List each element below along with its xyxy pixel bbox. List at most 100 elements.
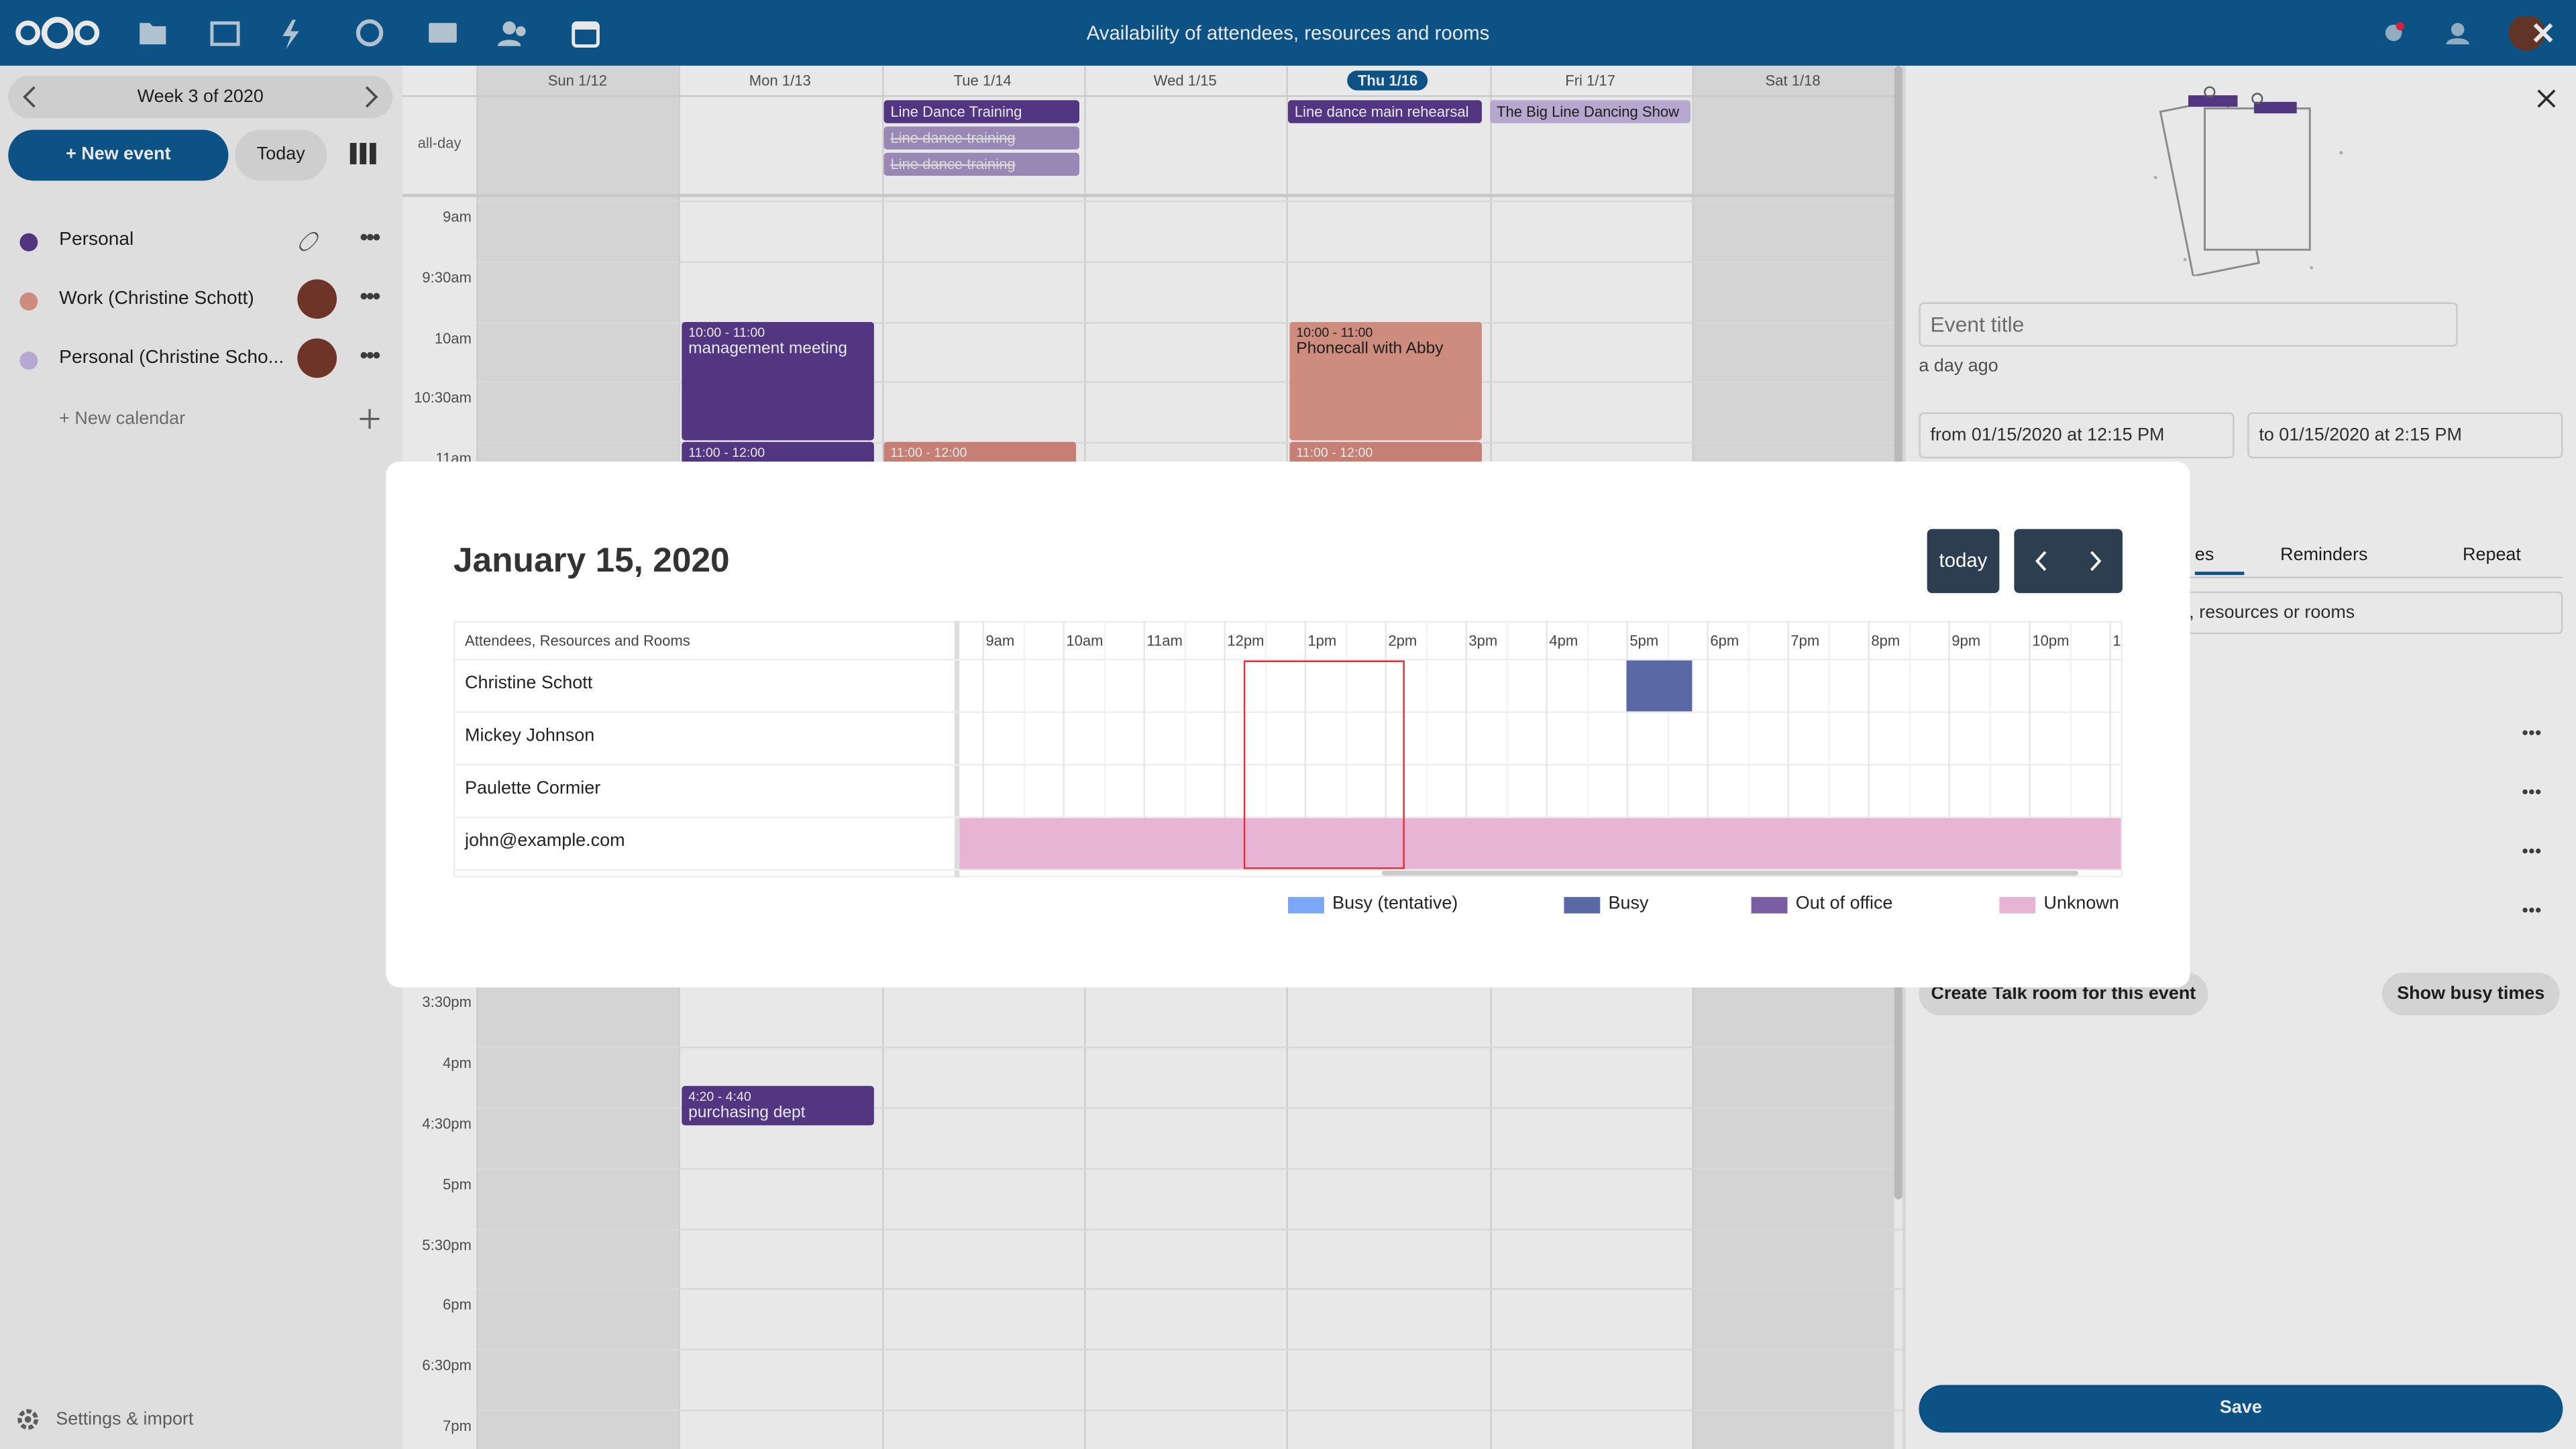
half-hour-line [1666,621,1668,869]
event[interactable]: 10:00 - 11:00 management meeting [682,322,874,441]
event-title: Phonecall with Abby [1296,339,1444,358]
day-label: Thu 1/16 [1348,70,1428,91]
all-day-event[interactable]: Line dance main rehearsal [1288,100,1482,123]
hour-label: 9pm [1951,632,1981,649]
day-label: Wed 1/15 [1153,72,1217,89]
to-input[interactable]: to 01/15/2020 at 2:15 PM [2247,412,2563,459]
half-hour-line [982,621,984,869]
all-day-event[interactable]: Line Dance Training [883,100,1079,123]
attendee-search[interactable]: s, resources or rooms [2168,591,2563,635]
logo[interactable] [13,13,105,56]
calendar-menu[interactable]: ••• [360,282,380,309]
time-line [476,1107,1902,1110]
row-line [453,711,2123,713]
half-hour-line [1264,621,1266,869]
time-label: 9:30am [422,269,472,286]
half-hour-line [2029,621,2031,869]
calendar-menu[interactable]: ••• [360,223,380,250]
half-hour-line [2069,621,2071,869]
event[interactable]: 10:00 - 11:00 Phonecall with Abby [1289,322,1482,441]
free-busy-modal: January 15, 2020 today Attendees, Resour… [386,462,2190,987]
hour-label: 9am [985,632,1015,649]
to-text: to 01/15/2020 at 2:15 PM [2259,425,2462,445]
event-time: 11:00 - 12:00 [890,445,967,460]
half-hour-line [1344,621,1346,869]
event-title-input[interactable]: Event title [1919,302,2458,347]
row-line [453,869,2123,871]
legend-label: Busy [1608,894,1649,914]
legend-label: Busy (tentative) [1332,894,1458,914]
attendee-menus[interactable] [2520,723,2543,920]
event-time: 10:00 - 11:00 [688,325,765,340]
hour-label: 12pm [1227,632,1265,649]
horizontal-scrollbar[interactable] [1381,870,2078,876]
header-actions[interactable] [2379,16,2576,56]
event[interactable]: 4:20 - 4:40 purchasing dept [682,1085,874,1126]
header-title: Availability of attendees, resources and… [1086,21,1490,45]
calendar-name[interactable]: Personal (Christine Scho... [59,348,284,368]
calendar-color[interactable] [19,233,38,252]
time-label: 10:30am [414,390,472,407]
row-line [453,816,2123,818]
new-event-button[interactable]: + New event [8,129,229,181]
day-header: Wed 1/15 [1084,72,1286,89]
hour-label: 4pm [1549,632,1578,649]
hour-label: 10am [1066,632,1104,649]
time-line [476,1349,1902,1351]
save-button[interactable]: Save [1919,1385,2563,1433]
calendar-name[interactable]: Personal [59,229,134,250]
all-day-event[interactable]: Line dance training [883,126,1079,150]
next-week[interactable] [363,85,379,108]
busy-block [1626,660,1693,712]
time-line [476,1288,1902,1291]
nav-arrows[interactable] [2014,529,2123,594]
half-hour-line [1747,621,1749,869]
calendar-color[interactable] [19,292,38,311]
legend-swatch [1564,897,1601,914]
half-hour-line [1505,621,1507,869]
day-header: Sun 1/12 [476,72,678,89]
nav-buttons[interactable] [2014,529,2123,594]
hour-label: 3pm [1468,632,1498,649]
row-line [453,659,2123,661]
prev-week[interactable] [21,85,38,108]
add-calendar[interactable] [360,409,380,429]
half-hour-line [1022,621,1024,869]
event-time: 4:20 - 4:40 [688,1089,751,1104]
all-day-event[interactable]: Line dance training [883,152,1079,176]
event-time: 11:00 - 12:00 [688,445,765,460]
from-input[interactable]: from 01/15/2020 at 12:15 PM [1919,412,2235,459]
week-picker[interactable]: Week 3 of 2020 [8,75,393,119]
selection-box[interactable] [1244,660,1405,869]
hour-label: 10pm [2032,632,2070,649]
header-divider [402,95,1902,97]
all-day-event[interactable]: The Big Line Dancing Show [1490,100,1691,123]
half-hour-line [1827,621,1829,869]
time-label: 10am [434,329,472,346]
calendar-name[interactable]: Work (Christine Schott) [59,289,254,309]
half-hour-line [1304,621,1306,869]
event-title: purchasing dept [688,1104,806,1122]
legend-label: Out of office [1795,894,1893,914]
close-editor[interactable] [2536,89,2556,108]
tab[interactable]: es [2194,545,2214,566]
tab[interactable]: Repeat [2463,545,2521,566]
settings-link[interactable]: Settings & import [56,1409,194,1430]
legend-swatch [1288,897,1324,914]
settings-icon[interactable] [16,1408,39,1431]
time-line [476,1409,1902,1411]
today-button[interactable]: Today [235,129,327,181]
today-button[interactable]: today [1927,529,2000,594]
modal-date: January 15, 2020 [453,542,730,580]
tab-divider [2185,576,2563,579]
busy-button[interactable]: Show busy times [2382,972,2560,1016]
app-icons[interactable] [135,16,611,52]
day-label: Fri 1/17 [1565,72,1615,89]
new-calendar[interactable]: + New calendar [59,409,186,429]
calendar-menu[interactable]: ••• [360,341,380,368]
event-title: management meeting [688,339,848,358]
tab[interactable]: Reminders [2280,545,2368,566]
hour-label: 7pm [1790,632,1820,649]
calendar-color[interactable] [19,352,38,370]
view-toggle[interactable] [350,143,376,166]
